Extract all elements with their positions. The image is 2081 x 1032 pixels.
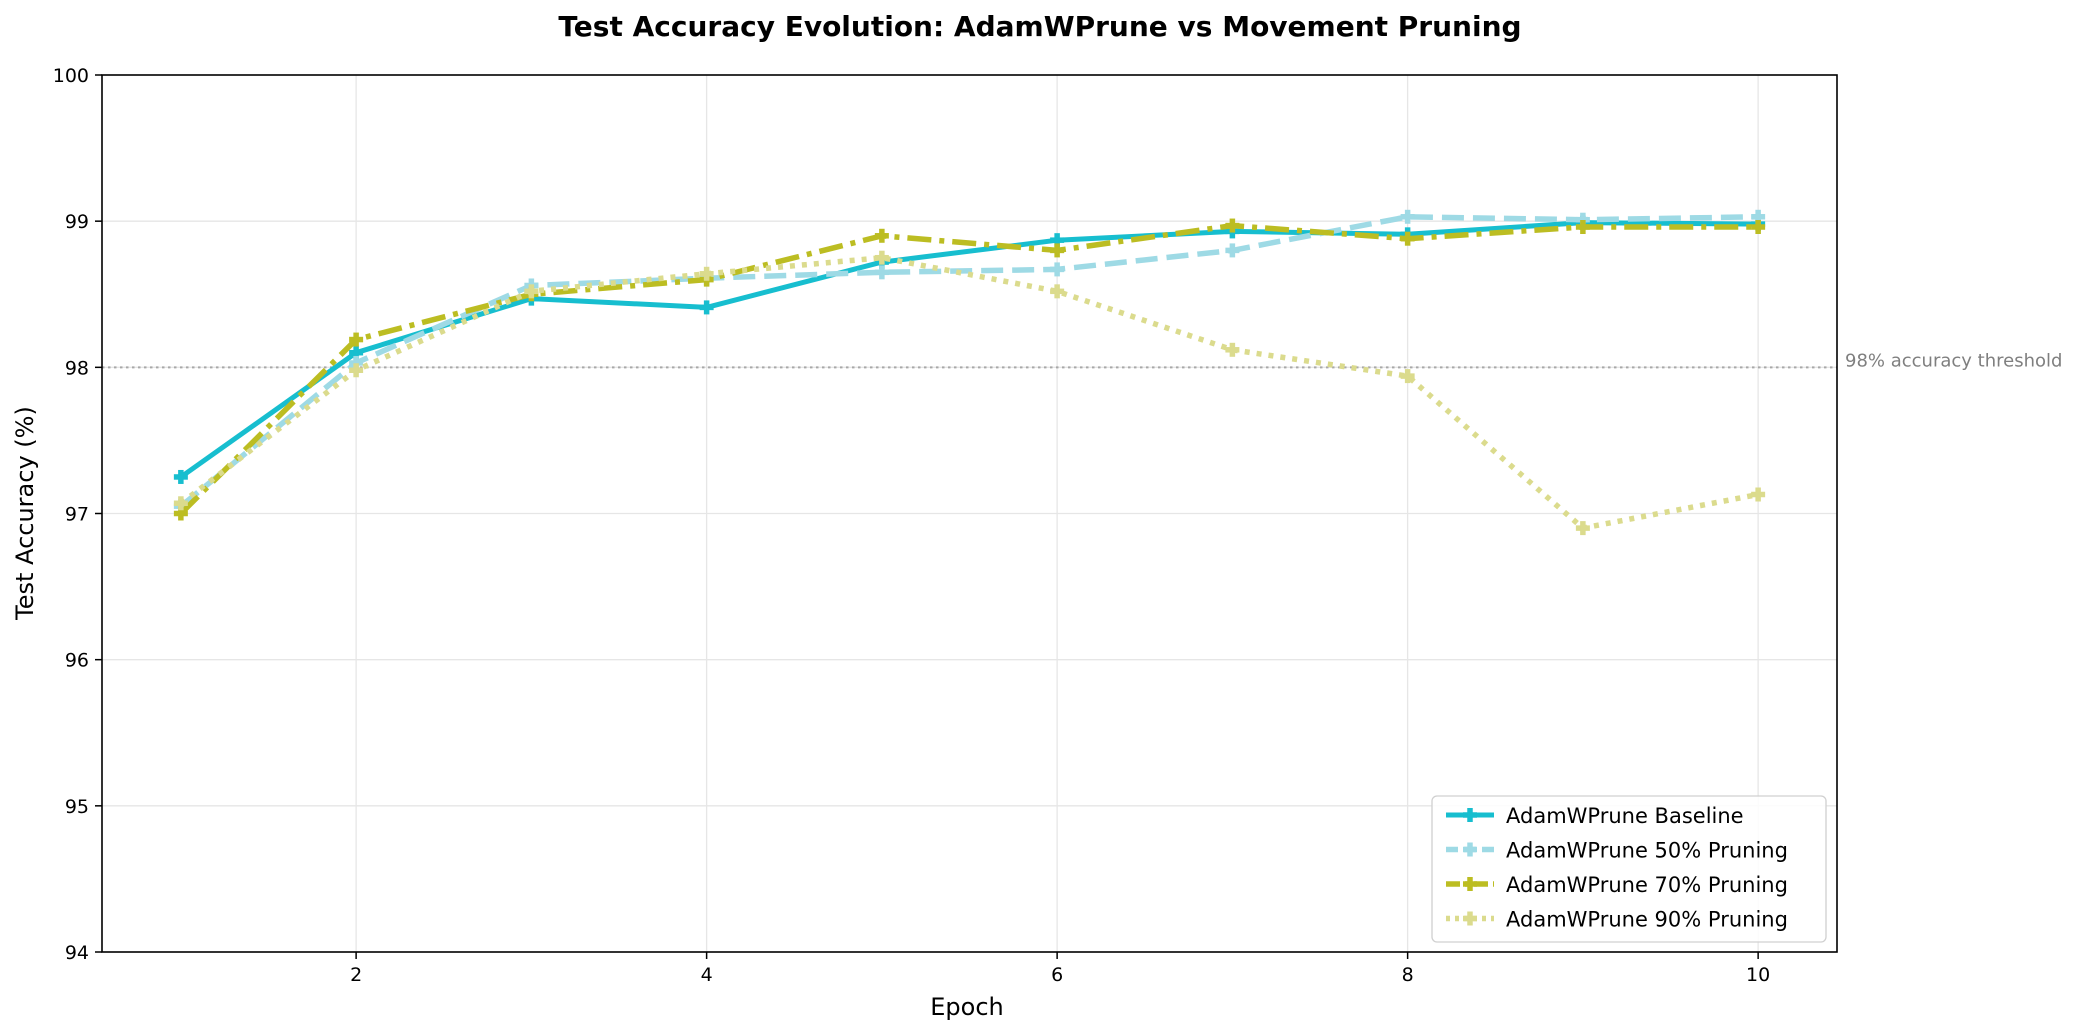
y-tick-label: 99: [65, 211, 89, 233]
legend-entry: AdamWPrune 90% Pruning: [1446, 908, 1788, 932]
data-point-marker: [1400, 231, 1415, 246]
series-line: [178, 222, 1759, 516]
legend-entry: AdamWPrune 70% Pruning: [1446, 873, 1788, 897]
y-axis-label: Test Accuracy (%): [11, 406, 39, 621]
axes-layer: 2 4 6 8 10 94 95 96 97 98 99 100: [53, 65, 1838, 986]
y-tick-label: 97: [65, 504, 89, 526]
data-point-marker: [349, 332, 364, 347]
x-tick-label: 6: [1051, 964, 1063, 986]
data-point-marker: [699, 300, 714, 315]
legend-entry: AdamWPrune Baseline: [1446, 804, 1744, 828]
chart-title: Test Accuracy Evolution: AdamWPrune vs M…: [558, 10, 1521, 43]
data-point-marker: [1463, 911, 1477, 926]
data-point-marker: [874, 250, 889, 265]
data-point-marker: [1225, 243, 1240, 258]
x-tick-label: 4: [701, 964, 713, 986]
series-line: [179, 214, 1759, 509]
series-3: [173, 218, 1766, 521]
data-point-marker: [1225, 342, 1240, 357]
legend-label: AdamWPrune 90% Pruning: [1506, 908, 1788, 932]
legend: AdamWPrune Baseline AdamWPrune 50% Prunin…: [1431, 795, 1827, 943]
data-point-marker: [1050, 243, 1065, 258]
legend-label: AdamWPrune 50% Pruning: [1506, 839, 1788, 863]
series-line: [179, 254, 1759, 531]
y-tick-label: 98: [65, 357, 89, 379]
data-point-marker: [1463, 842, 1477, 857]
threshold-layer: 98% accuracy threshold: [102, 350, 2062, 371]
data-point-marker: [1050, 284, 1065, 299]
data-point-marker: [1751, 487, 1766, 502]
data-point-marker: [1400, 369, 1415, 384]
data-point-marker: [349, 363, 364, 378]
legend-entry: AdamWPrune 50% Pruning: [1446, 839, 1788, 863]
x-tick-label: 2: [350, 964, 362, 986]
legend-label: AdamWPrune Baseline: [1506, 804, 1744, 828]
data-point-marker: [524, 284, 539, 299]
threshold-label: 98% accuracy threshold: [1845, 350, 2062, 371]
y-tick-label: 94: [65, 942, 89, 964]
x-axis-label: Epoch: [930, 993, 1004, 1021]
data-point-marker: [874, 228, 889, 243]
data-point-marker: [1751, 220, 1766, 235]
data-point-marker: [173, 496, 188, 511]
series-4: [173, 250, 1766, 536]
data-point-marker: [1575, 521, 1590, 536]
data-point-marker: [1225, 218, 1240, 233]
data-point-marker: [173, 469, 188, 484]
series-layer: [173, 209, 1766, 536]
data-point-marker: [1463, 877, 1477, 891]
data-point-marker: [1463, 808, 1477, 822]
data-point-marker: [1050, 262, 1065, 277]
data-point-marker: [1575, 220, 1590, 235]
x-tick-label: 10: [1746, 964, 1770, 986]
data-point-marker: [1400, 209, 1415, 224]
data-point-marker: [874, 265, 889, 280]
data-point-marker: [699, 266, 714, 281]
y-tick-label: 95: [65, 796, 89, 818]
legend-box: [1431, 795, 1827, 943]
legend-label: AdamWPrune 70% Pruning: [1506, 873, 1788, 897]
x-tick-label: 8: [1402, 964, 1414, 986]
y-tick-label: 100: [53, 65, 89, 87]
y-tick-label: 96: [65, 650, 89, 672]
